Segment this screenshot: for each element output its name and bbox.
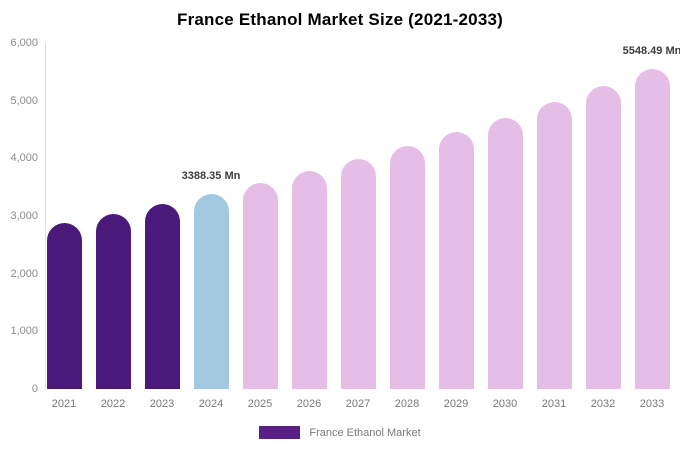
x-tick-label-2033: 2033 — [639, 398, 665, 410]
x-tick-label-2021: 2021 — [51, 398, 77, 410]
x-tick-label-2026: 2026 — [296, 398, 322, 410]
y-tick-label: 3,000 — [10, 210, 38, 222]
x-tick-label-2025: 2025 — [247, 398, 273, 410]
x-tick-label-2029: 2029 — [443, 398, 469, 410]
y-tick-label: 2,000 — [10, 267, 38, 280]
y-tick-label: 5,000 — [10, 94, 38, 107]
chart-title: France Ethanol Market Size (2021-2033) — [176, 10, 503, 29]
data-label-2024: 3388.35 Mn — [181, 169, 241, 182]
legend-label: France Ethanol Market — [309, 426, 421, 439]
y-tick-label: 6,000 — [10, 37, 38, 49]
x-tick-label-2022: 2022 — [100, 398, 126, 410]
bar-2029[interactable] — [438, 132, 474, 389]
bar-2022[interactable] — [95, 213, 131, 389]
x-tick-label-2024: 2024 — [198, 398, 224, 410]
bar-2026[interactable] — [291, 170, 327, 389]
bar-2028[interactable] — [389, 145, 425, 389]
bar-2027[interactable] — [340, 158, 376, 389]
x-tick-label-2031: 2031 — [541, 398, 567, 410]
y-tick-label: 4,000 — [10, 152, 38, 165]
bar-2032[interactable] — [585, 86, 621, 389]
bar-2031[interactable] — [536, 102, 572, 389]
x-tick-label-2028: 2028 — [394, 398, 420, 410]
bar-2024[interactable] — [193, 193, 229, 389]
y-tick-label: 0 — [31, 383, 38, 395]
x-tick-label-2027: 2027 — [345, 398, 371, 410]
y-axis-line — [45, 43, 46, 389]
y-tick-label: 1,000 — [10, 325, 38, 338]
bar-2023[interactable] — [144, 204, 180, 389]
bar-2030[interactable] — [487, 117, 523, 389]
x-tick-label-2030: 2030 — [492, 398, 518, 410]
data-label-2033: 5548.49 Mn — [622, 45, 680, 58]
x-tick-label-2032: 2032 — [590, 398, 616, 410]
legend-swatch[interactable] — [259, 426, 301, 439]
bar-2021[interactable] — [46, 223, 82, 389]
legend: France Ethanol Market — [0, 426, 680, 439]
x-tick-label-2023: 2023 — [149, 398, 175, 410]
bar-2033[interactable] — [634, 69, 670, 389]
bar-2025[interactable] — [242, 182, 278, 389]
